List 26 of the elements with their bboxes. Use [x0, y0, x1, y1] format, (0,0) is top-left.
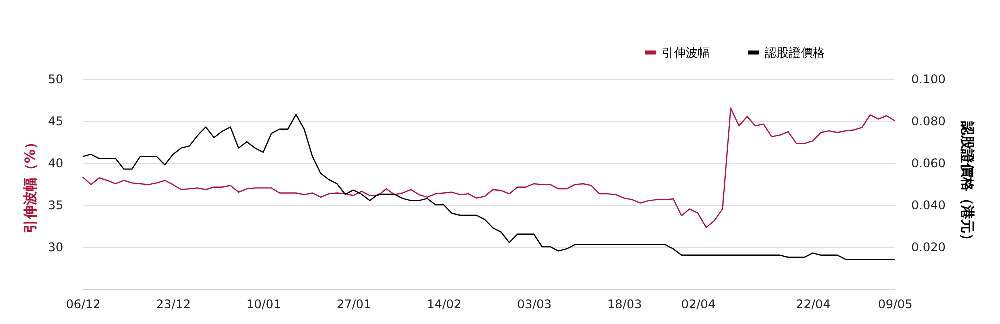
legend-label: 認股證價格 [765, 46, 825, 60]
y-tick-label: 50 [48, 72, 64, 86]
x-tick-label: 14/02 [427, 298, 462, 312]
y2-tick-label: 0.060 [912, 156, 946, 170]
y-tick-label: 40 [48, 156, 64, 170]
y-tick-label: 45 [48, 114, 64, 128]
x-tick-label: 06/12 [66, 298, 101, 312]
x-tick-label: 22/04 [796, 298, 831, 312]
y-tick-label: 35 [48, 198, 64, 212]
x-tick-label: 03/03 [517, 298, 552, 312]
x-tick-label: 27/01 [336, 298, 372, 312]
y-tick-label: 30 [48, 240, 64, 254]
y2-tick-label: 0.100 [912, 72, 946, 86]
x-tick-label: 09/05 [878, 298, 913, 312]
x-tick-label: 10/01 [246, 298, 282, 312]
y2-tick-label: 0.020 [912, 240, 946, 254]
y-axis-title: 引伸波幅（%） [23, 135, 40, 234]
x-tick-label: 02/04 [681, 298, 716, 312]
legend-label: 引伸波幅 [662, 46, 710, 60]
x-tick-label: 18/03 [608, 298, 642, 312]
y2-tick-label: 0.080 [912, 114, 946, 128]
y2-axis-title: 認股證價格（港元） [958, 120, 976, 248]
line-series [82, 114, 896, 260]
line-series [82, 108, 896, 228]
x-tick-label: 23/12 [156, 298, 192, 312]
y2-tick-label: 0.040 [912, 198, 946, 212]
